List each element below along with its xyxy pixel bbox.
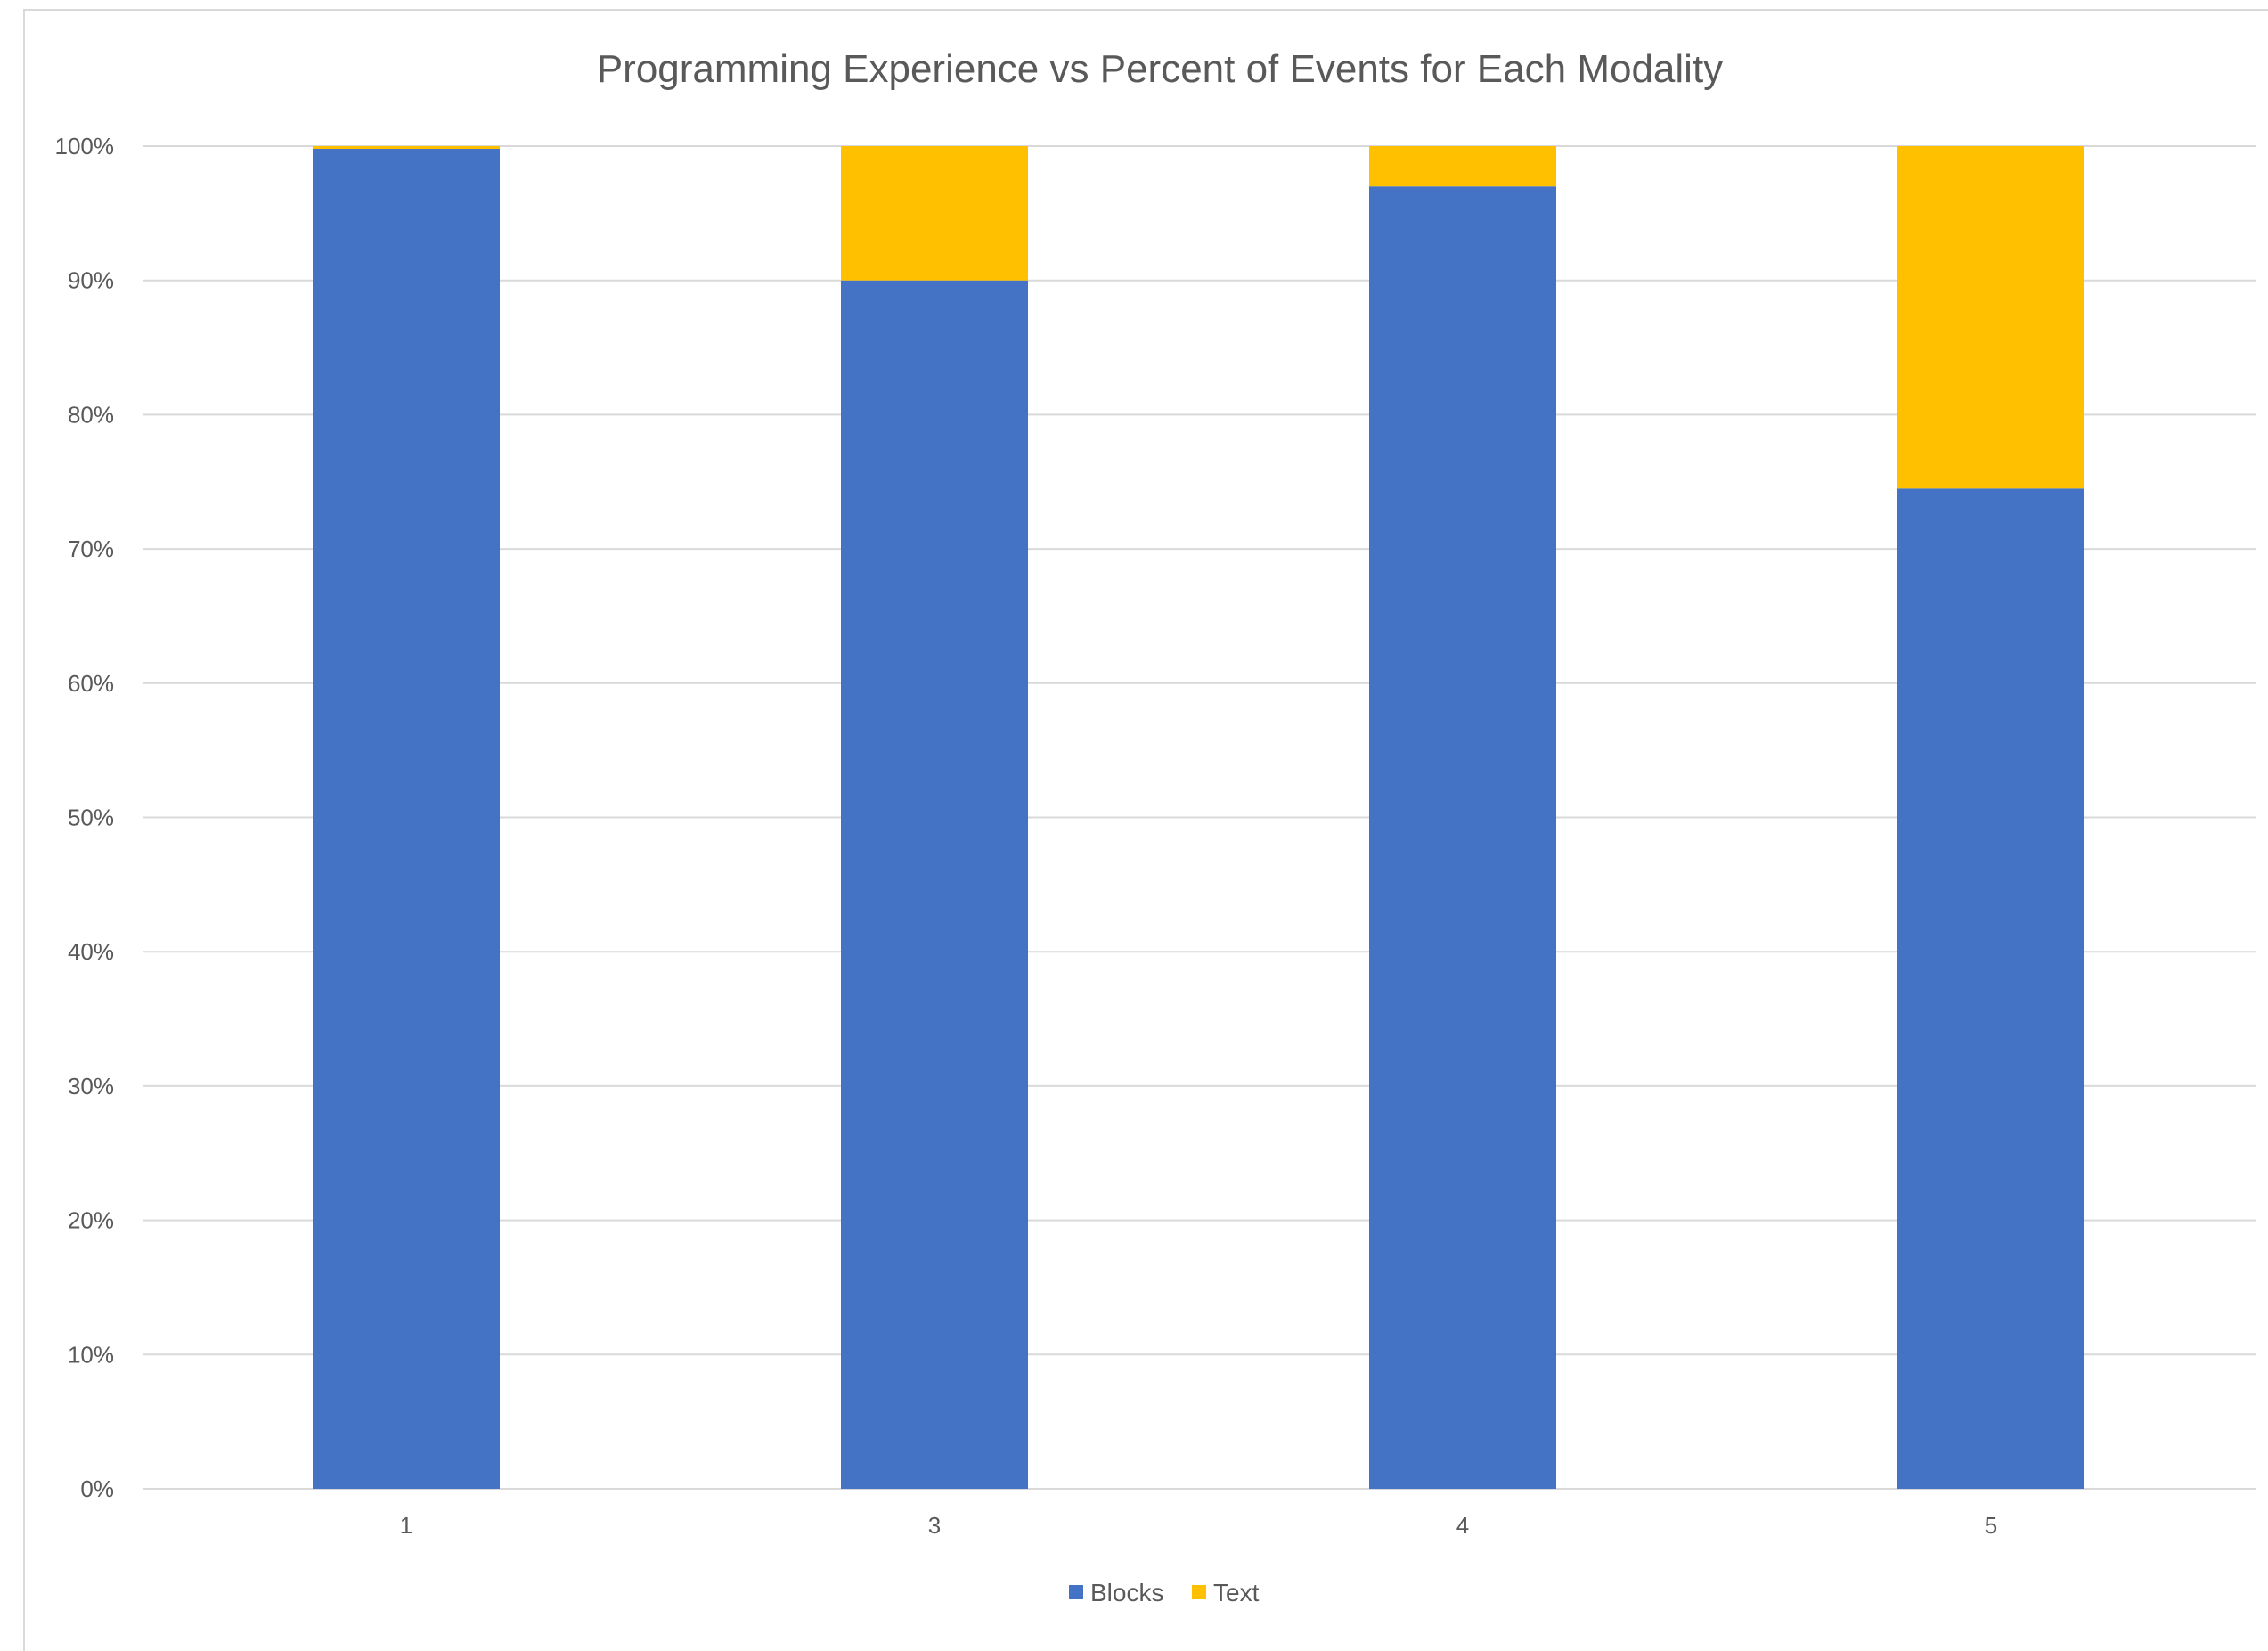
y-tick-label-2: 20% [68,1207,114,1234]
legend-label-blocks: Blocks [1090,1579,1163,1606]
x-tick-label-4: 4 [1456,1512,1469,1539]
bar-blocks-1 [313,149,500,1489]
bar-text-4 [1369,146,1556,187]
x-tick-label-1: 1 [400,1512,412,1539]
bar-blocks-5 [1897,488,2084,1490]
x-tick-label-5: 5 [1985,1512,1997,1539]
y-axis-tick-labels: 0% 10% 20% 30% 40% 50% 60% 70% 80% 90% 100% [55,133,115,1502]
bar-text-5 [1897,146,2084,489]
y-tick-label-9: 90% [68,267,114,294]
y-tick-label-10: 100% [55,133,115,159]
y-tick-label-8: 80% [68,401,114,428]
y-tick-label-3: 30% [68,1073,114,1099]
legend-swatch-blocks [1069,1585,1083,1599]
y-tick-label-4: 40% [68,938,114,965]
y-tick-label-7: 70% [68,535,114,562]
y-tick-label-5: 50% [68,805,114,831]
bar-blocks-3 [841,280,1028,1490]
legend-label-text: Text [1213,1579,1260,1606]
bar-text-3 [841,146,1028,281]
legend: Blocks Text [1069,1579,1260,1606]
y-tick-label-0: 0% [80,1475,114,1502]
y-tick-label-1: 10% [68,1341,114,1368]
legend-swatch-text [1192,1585,1206,1599]
x-axis-tick-labels: 1 3 4 5 [400,1512,1997,1539]
bar-text-1 [313,146,500,150]
y-tick-label-6: 60% [68,670,114,697]
bars [313,146,2084,1490]
x-tick-label-3: 3 [928,1512,941,1539]
chart-title: Programming Experience vs Percent of Eve… [597,47,1723,91]
bar-blocks-4 [1369,186,1556,1490]
